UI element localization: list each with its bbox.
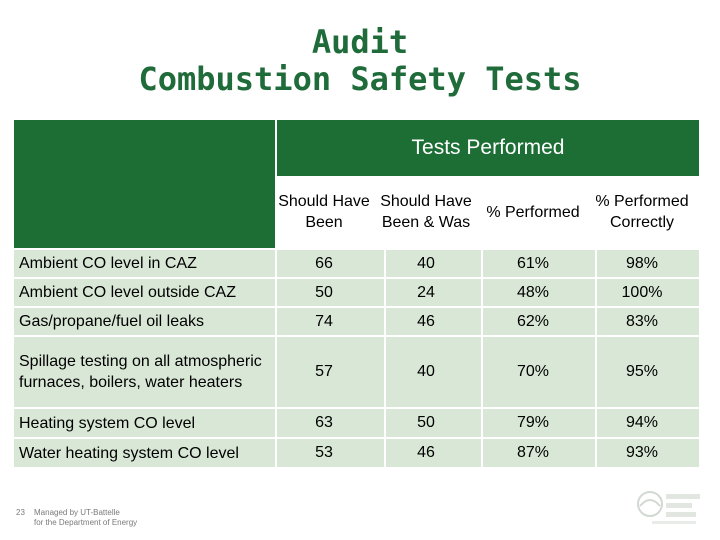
- cell-should-have-been: 66: [315, 254, 333, 272]
- cell-should-have-been-and-was: 46: [417, 312, 435, 330]
- header-divider: [275, 120, 277, 248]
- table-row: [14, 279, 699, 306]
- row-label: Ambient CO level in CAZ: [19, 255, 197, 272]
- cell-should-have-been-and-was: 40: [417, 254, 435, 272]
- row-label: Spillage testing on all atmospheric furn…: [19, 353, 262, 391]
- cell-percent-performed: 70%: [516, 363, 550, 380]
- cell-percent-performed-correctly: 94%: [625, 414, 659, 431]
- column-header-percent-performed-correctly: % Performed Correctly: [595, 193, 689, 231]
- results-table: Tests Performed Should Have Been Should …: [14, 120, 699, 467]
- footer-credit: Managed by UT-Battelle for the Departmen…: [34, 508, 137, 528]
- cell-should-have-been-and-was: 24: [417, 283, 435, 301]
- cell-percent-performed-correctly: 83%: [625, 312, 659, 330]
- cell-should-have-been: 50: [315, 283, 333, 301]
- footer-managed-by: Managed by UT-Battelle: [34, 508, 120, 517]
- cell-percent-performed: 48%: [516, 283, 550, 301]
- cell-should-have-been-and-was: 40: [417, 363, 435, 380]
- row-label: Heating system CO level: [19, 414, 196, 432]
- row-label: Water heating system CO level: [19, 444, 239, 462]
- column-header-percent-performed: % Performed: [486, 203, 580, 221]
- title-line-2: Combustion Safety Tests: [138, 60, 582, 98]
- cell-should-have-been-and-was: 50: [417, 414, 435, 431]
- column-separator: [275, 248, 277, 467]
- cell-percent-performed-correctly: 100%: [621, 283, 663, 301]
- cell-should-have-been: 63: [315, 414, 333, 431]
- title-line-1: Audit: [311, 23, 409, 61]
- page-number: 23: [16, 508, 25, 517]
- cell-should-have-been: 57: [315, 363, 333, 380]
- cell-percent-performed: 61%: [516, 254, 550, 272]
- row-label: Ambient CO level outside CAZ: [19, 284, 236, 301]
- slide-title: Audit Combustion Safety Tests: [0, 24, 720, 98]
- table-row: [14, 308, 699, 335]
- lab-logo-icon: [637, 491, 700, 524]
- footer-department: for the Department of Energy: [34, 518, 138, 527]
- cell-should-have-been-and-was: 46: [417, 444, 435, 461]
- table-row: [14, 337, 699, 407]
- column-separator: [595, 248, 597, 467]
- column-separator: [384, 248, 386, 467]
- row-label: Gas/propane/fuel oil leaks: [19, 313, 204, 330]
- cell-percent-performed: 87%: [516, 444, 550, 461]
- table-corner-block: [14, 120, 275, 248]
- cell-percent-performed-correctly: 93%: [625, 444, 659, 461]
- cell-should-have-been: 74: [315, 312, 333, 330]
- column-header-should-have-been-and-was: Should Have Been & Was: [380, 193, 472, 231]
- cell-percent-performed-correctly: 95%: [625, 363, 659, 380]
- cell-percent-performed: 62%: [516, 312, 550, 330]
- cell-percent-performed: 79%: [516, 414, 550, 431]
- table-row: [14, 250, 699, 277]
- table-row: [14, 439, 699, 467]
- column-separator: [481, 248, 483, 467]
- group-header: Tests Performed: [411, 136, 565, 159]
- cell-percent-performed-correctly: 98%: [625, 254, 659, 272]
- table-row: [14, 409, 699, 437]
- column-header-should-have-been: Should Have Been: [278, 193, 370, 231]
- cell-should-have-been: 53: [315, 444, 333, 461]
